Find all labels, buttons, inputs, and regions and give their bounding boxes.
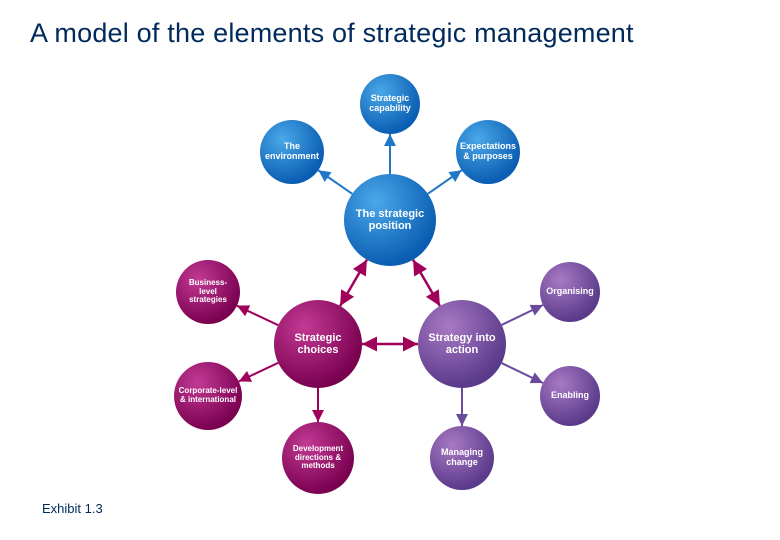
- node-label: Strategy into action: [422, 332, 502, 356]
- node-corporate-level: Corporate-level & international: [174, 362, 242, 430]
- node-enabling: Enabling: [540, 366, 600, 426]
- node-label: Expectations & purposes: [460, 142, 516, 162]
- node-label: Strategic choices: [278, 332, 358, 356]
- exhibit-label: Exhibit 1.3: [42, 501, 103, 516]
- node-label: The environment: [264, 142, 320, 162]
- node-label: Enabling: [551, 391, 589, 401]
- node-business-level: Business-level strategies: [176, 260, 240, 324]
- node-label: Corporate-level & international: [178, 387, 238, 405]
- node-strategic-capability: Strategic capability: [360, 74, 420, 134]
- node-label: The strategic position: [348, 208, 432, 232]
- node-strategy-action: Strategy into action: [418, 300, 506, 388]
- node-expectations: Expectations & purposes: [456, 120, 520, 184]
- node-strategic-choices: Strategic choices: [274, 300, 362, 388]
- strategic-management-diagram: The strategic position Strategic capabili…: [150, 68, 630, 488]
- node-label: Managing change: [434, 448, 490, 468]
- node-label: Development directions & methods: [286, 445, 350, 471]
- node-environment: The environment: [260, 120, 324, 184]
- node-organising: Organising: [540, 262, 600, 322]
- node-development: Development directions & methods: [282, 422, 354, 494]
- slide-title: A model of the elements of strategic man…: [30, 18, 750, 49]
- node-strategic-position: The strategic position: [344, 174, 436, 266]
- node-label: Strategic capability: [364, 94, 416, 114]
- node-managing-change: Managing change: [430, 426, 494, 490]
- node-label: Business-level strategies: [180, 279, 236, 305]
- node-label: Organising: [546, 287, 594, 297]
